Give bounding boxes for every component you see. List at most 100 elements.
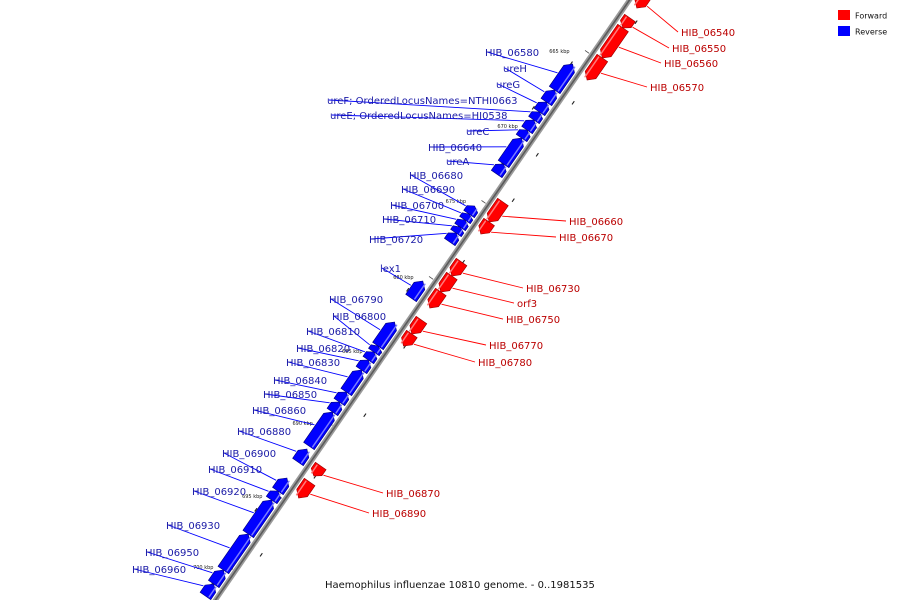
gene-hib-06960[interactable]: [199, 583, 217, 600]
gene-label-hib-06690[interactable]: HIB_06690: [401, 185, 455, 196]
gene-label-urea[interactable]: ureA: [446, 157, 469, 168]
gene-glyph[interactable]: [486, 197, 509, 223]
gene-hib-06770[interactable]: [409, 315, 428, 335]
gene-label-hib-06750[interactable]: HIB_06750: [506, 315, 560, 326]
gene-label-hib-06720[interactable]: HIB_06720: [369, 235, 423, 246]
gene-label-hib-06540[interactable]: HIB_06540: [681, 28, 735, 39]
gene-hib-06560[interactable]: [599, 23, 629, 59]
gene-highlight: [251, 502, 275, 536]
gene-label-hib-06680[interactable]: HIB_06680: [409, 171, 463, 182]
gene-hib-06820[interactable]: [355, 359, 372, 375]
gene-hib-06570[interactable]: [584, 53, 609, 81]
gene-glyph[interactable]: [401, 329, 418, 347]
gene-label-hib-06570[interactable]: HIB_06570: [650, 83, 704, 94]
leader-line: [370, 232, 447, 240]
gene-highlight: [472, 208, 478, 216]
gene-label-hib-06850[interactable]: HIB_06850: [263, 390, 317, 401]
gene-label-hib-06920[interactable]: HIB_06920: [192, 487, 246, 498]
gene-label-ureg[interactable]: ureG: [496, 80, 520, 91]
gene-hib-06780[interactable]: [400, 329, 418, 347]
gene-label-hib-06770[interactable]: HIB_06770: [489, 341, 543, 352]
gene-hib-06870[interactable]: [310, 461, 327, 477]
gene-label-ureh[interactable]: ureH: [503, 64, 527, 75]
gene-label-hib-06780[interactable]: HIB_06780: [478, 358, 532, 369]
leader-line: [441, 303, 504, 320]
gene-label-hib-06800[interactable]: HIB_06800: [332, 312, 386, 323]
gene-label-urec[interactable]: ureC: [466, 127, 489, 138]
gene-label-hib-06910[interactable]: HIB_06910: [208, 465, 262, 476]
gene-hib-06720[interactable]: [443, 232, 460, 247]
gene-label-hib-06710[interactable]: HIB_06710: [382, 215, 436, 226]
gene-label-hib-06730[interactable]: HIB_06730: [526, 284, 580, 295]
gene-hib-06950[interactable]: [207, 569, 227, 589]
gene-glyph[interactable]: [296, 477, 316, 499]
gene-highlight: [380, 324, 398, 348]
gene-hib-06730[interactable]: [449, 257, 468, 277]
gene-labels: HIB_06540 HIB_06550 HIB_06560 HIB_06570 HIB_…: [132, 28, 735, 576]
gene-glyph[interactable]: [620, 13, 636, 29]
gene-label-hib-06950[interactable]: HIB_06950: [145, 548, 199, 559]
gene-hib-06890[interactable]: [295, 477, 316, 499]
gene-glyph[interactable]: [449, 257, 468, 277]
gene-glyph[interactable]: [199, 583, 217, 600]
gene-glyph[interactable]: [490, 163, 507, 179]
gene-label-hib-06840[interactable]: HIB_06840: [273, 376, 327, 387]
gene-highlight: [280, 480, 290, 493]
gene-label-hib-06930[interactable]: HIB_06930: [166, 521, 220, 532]
gene-label-orf3[interactable]: orf3: [517, 299, 537, 310]
gene-label-hib-06640[interactable]: HIB_06640: [428, 143, 482, 154]
leader-line: [632, 26, 670, 49]
gene-label-hib-06880[interactable]: HIB_06880: [237, 427, 291, 438]
gene-label-uree[interactable]: ureE; OrderedLocusNames=HI0538: [330, 111, 508, 122]
gene-hib-06550[interactable]: [620, 13, 636, 29]
gene-label-hib-06900[interactable]: HIB_06900: [222, 449, 276, 460]
gene-label-hib-06560[interactable]: HIB_06560: [664, 59, 718, 70]
gene-label-hib-06810[interactable]: HIB_06810: [306, 327, 360, 338]
gene-glyph[interactable]: [478, 217, 495, 235]
gene-glyph[interactable]: [584, 53, 609, 81]
gene-highlight: [536, 114, 543, 122]
leader-line: [381, 267, 412, 286]
gene-glyph[interactable]: [310, 461, 327, 477]
gene-hib-06540[interactable]: [634, 0, 651, 9]
gene-glyph[interactable]: [292, 448, 310, 467]
gene-glyph[interactable]: [634, 0, 651, 9]
gene-hib-06880[interactable]: [292, 448, 310, 467]
gene-highlight: [584, 56, 600, 78]
gene-glyph[interactable]: [600, 23, 629, 59]
gene-glyph[interactable]: [438, 271, 458, 293]
gene-label-hib-06550[interactable]: HIB_06550: [672, 44, 726, 55]
gene-highlight: [342, 394, 350, 404]
gene-label-hib-06870[interactable]: HIB_06870: [386, 489, 440, 500]
gene-glyph[interactable]: [405, 280, 426, 303]
gene-urea[interactable]: [490, 163, 507, 179]
gene-hib-06860[interactable]: [303, 411, 336, 451]
gene-label-hib-06660[interactable]: HIB_06660: [569, 217, 623, 228]
gene-label-hib-06820[interactable]: HIB_06820: [296, 344, 350, 355]
gene-label-hib-06670[interactable]: HIB_06670: [559, 233, 613, 244]
gene-hib-06660[interactable]: [486, 197, 509, 223]
minor-feature-dash: [634, 20, 638, 25]
gene-glyph[interactable]: [443, 232, 460, 247]
gene-glyph[interactable]: [303, 411, 335, 451]
gene-label-lex1[interactable]: lex1: [380, 264, 401, 275]
gene-label-hib-06790[interactable]: HIB_06790: [329, 295, 383, 306]
gene-glyph[interactable]: [409, 315, 428, 335]
tick-label: 670 kbp: [497, 124, 517, 130]
gene-label-hib-06830[interactable]: HIB_06830: [286, 358, 340, 369]
gene-highlight: [542, 104, 550, 114]
leader-line: [391, 204, 457, 220]
gene-hib-06670[interactable]: [478, 217, 495, 235]
gene-label-hib-06890[interactable]: HIB_06890: [372, 509, 426, 520]
gene-label-hib-06580[interactable]: HIB_06580: [485, 48, 539, 59]
gene-label-hib-06960[interactable]: HIB_06960: [132, 565, 186, 576]
gene-label-hib-06860[interactable]: HIB_06860: [252, 406, 306, 417]
gene-label-hib-06700[interactable]: HIB_06700: [390, 201, 444, 212]
gene-label-uref[interactable]: ureF; OrderedLocusNames=NTHI0663: [327, 96, 518, 107]
tick-mark: [481, 200, 486, 204]
gene-orf3[interactable]: [438, 271, 458, 293]
gene-highlight: [371, 354, 377, 362]
gene-glyph[interactable]: [427, 287, 447, 309]
gene-hib-06750[interactable]: [426, 287, 447, 309]
gene-lex1[interactable]: [405, 280, 426, 303]
